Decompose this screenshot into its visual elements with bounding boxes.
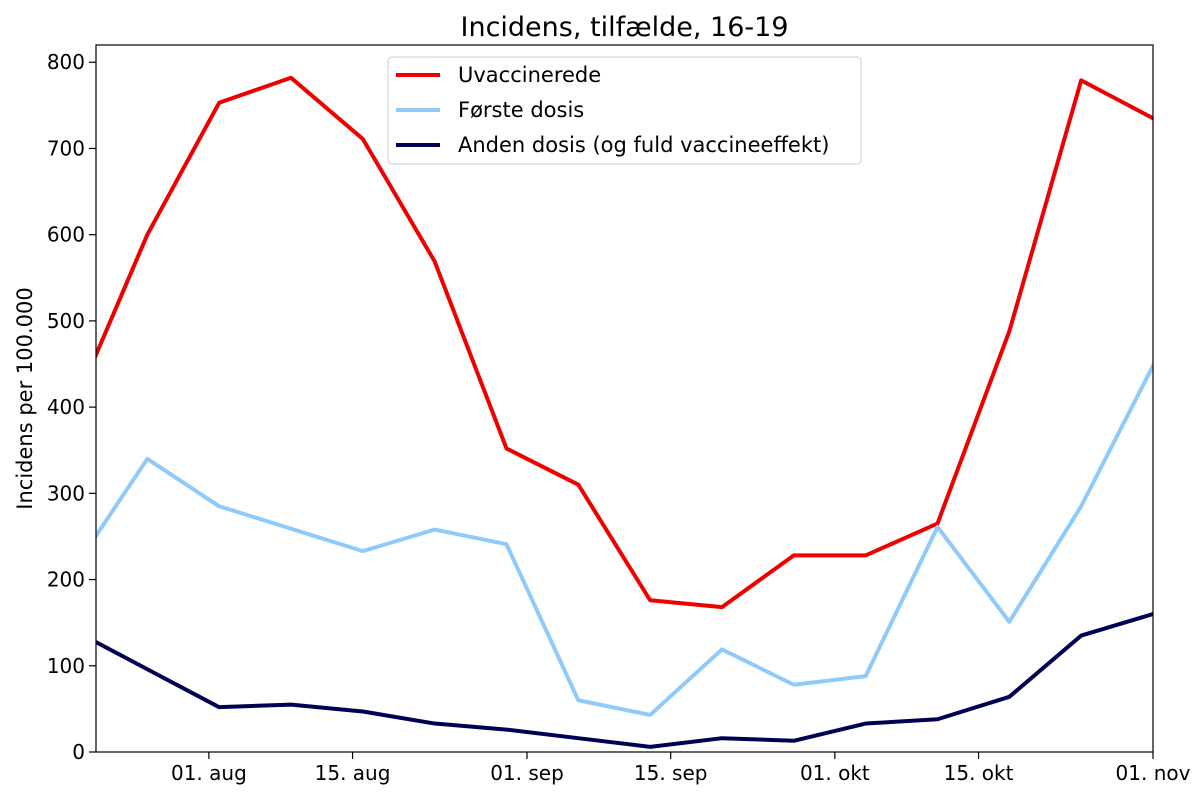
- x-tick-label: 15. sep: [634, 761, 708, 785]
- y-axis-label: Incidens per 100.000: [13, 287, 37, 509]
- axes: 0 100 200 300 400 500 600 700 800 01. aug 15. aug 0…: [47, 50, 1191, 785]
- x-tick-label: 01. nov: [1116, 761, 1191, 785]
- y-tick-label: 300: [47, 481, 85, 505]
- x-tick-label: 01. okt: [800, 761, 870, 785]
- y-tick-label: 100: [47, 654, 85, 678]
- series-line-2: [96, 363, 1153, 717]
- legend-label-3: Anden dosis (og fuld vaccineeffekt): [458, 133, 829, 157]
- series-line-1: [96, 75, 1153, 610]
- y-tick-label: 0: [72, 740, 85, 764]
- y-tick-label: 700: [47, 136, 85, 160]
- plot-area: [96, 75, 1153, 749]
- legend: Uvaccinerede Første dosis Anden dosis (og …: [387, 56, 862, 165]
- y-tick-label: 500: [47, 309, 85, 333]
- x-tick-label: 01. aug: [171, 761, 247, 785]
- x-tick-label: 01. sep: [490, 761, 564, 785]
- y-tick-label: 400: [47, 395, 85, 419]
- legend-label-2: Første dosis: [458, 98, 584, 122]
- x-tick-label: 15. okt: [944, 761, 1014, 785]
- legend-box: [387, 56, 862, 165]
- chart-title: Incidens, tilfælde, 16-19: [461, 12, 789, 43]
- plot-frame: [95, 44, 1154, 753]
- legend-label-1: Uvaccinerede: [458, 63, 601, 87]
- y-tick-label: 200: [47, 568, 85, 592]
- series-line-3: [96, 611, 1153, 749]
- y-tick-label: 600: [47, 223, 85, 247]
- x-tick-label: 15. aug: [315, 761, 391, 785]
- y-tick-label: 800: [47, 50, 85, 74]
